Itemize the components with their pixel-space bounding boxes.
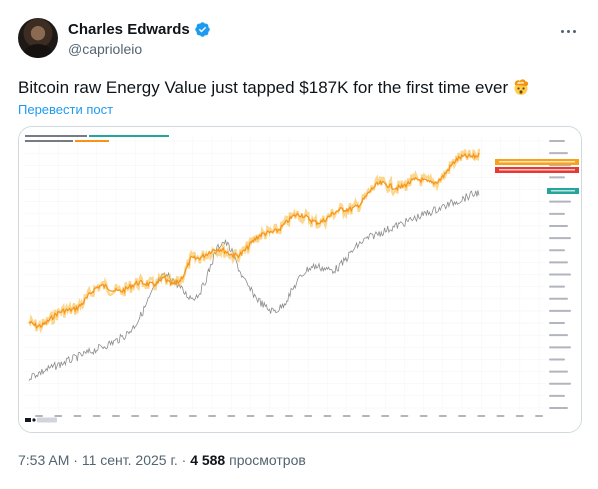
time-tick-label: [150, 415, 159, 417]
price-tick-label: [549, 261, 568, 264]
meta-separator-2: ·: [177, 452, 191, 468]
tweet-text: Bitcoin raw Energy Value just tapped $18…: [18, 77, 583, 99]
time-tick-label: [285, 415, 293, 417]
meta-separator: ·: [69, 452, 82, 468]
tweet-meta: 7:53 AM · 11 сент. 2025 г. · 4 588 просм…: [18, 452, 306, 468]
price-tick-label: [549, 358, 565, 361]
energy-value-tag-2-text: [499, 169, 575, 171]
time-tick-label: [323, 415, 332, 417]
price-tick-label: [549, 370, 568, 373]
price-tick-label: [549, 224, 568, 227]
price-tick-label: [549, 394, 565, 397]
price-tick-label: [549, 309, 571, 312]
legend-symbol-line: [25, 135, 87, 137]
time-tick-label: [304, 415, 313, 417]
verified-badge-icon: [194, 22, 210, 37]
time-tick-label: [73, 415, 82, 417]
price-tick-label: [549, 212, 565, 215]
time-tick-label: [35, 415, 43, 417]
tweet-date[interactable]: 11 сент. 2025 г.: [81, 452, 178, 468]
series-energy-value-line: [28, 152, 480, 329]
time-tick-label: [208, 415, 217, 417]
author-name-row: Charles Edwards: [68, 21, 211, 38]
chart-image: [19, 127, 581, 432]
price-tag-text: [551, 190, 575, 192]
price-tick-label: [549, 176, 565, 179]
exploding-head-emoji-icon: [514, 79, 529, 95]
legend-values-line: [89, 135, 169, 137]
time-tick-label: [54, 415, 63, 417]
translate-link[interactable]: Перевести пост: [18, 102, 114, 117]
price-tick-label: [549, 407, 568, 409]
time-tick-label: [265, 415, 274, 417]
time-tick-label: [246, 415, 255, 417]
price-tick-label: [549, 346, 571, 349]
chart-price-axis: [546, 137, 580, 412]
chart-grid: [25, 137, 545, 412]
price-tick-label: [549, 322, 565, 325]
more-options-icon[interactable]: [557, 24, 579, 38]
time-tick-label: [92, 415, 101, 417]
views-count: 4 588: [190, 452, 226, 468]
price-tick-label: [549, 249, 565, 252]
time-tick-label: [131, 415, 140, 417]
price-tick-label: [549, 382, 571, 385]
time-tick-label: [458, 415, 467, 417]
time-tick-label: [477, 415, 486, 417]
tweet-header: Charles Edwards @caprioleio: [18, 18, 583, 62]
time-tick-label: [419, 415, 428, 417]
legend-indicator-line: [25, 140, 73, 142]
time-tick-label: [342, 415, 351, 417]
price-tick-label: [549, 285, 565, 288]
time-tick-label: [111, 415, 120, 417]
views-label: просмотров: [229, 452, 306, 468]
price-tick-label: [549, 237, 571, 240]
chart-legend: [25, 135, 169, 142]
time-tick-label: [400, 415, 409, 417]
price-tick-label: [549, 297, 568, 300]
time-tick-label: [169, 415, 178, 417]
tradingview-logo-icon: [25, 417, 57, 423]
time-tick-label: [227, 415, 236, 417]
tweet-media-chart[interactable]: [18, 126, 582, 433]
time-tick-label: [535, 415, 543, 417]
time-tick-label: [438, 415, 447, 417]
tweet-time[interactable]: 7:53 AM: [18, 452, 70, 468]
price-tick-label: [549, 152, 568, 155]
time-tick-label: [188, 415, 197, 417]
chart-time-axis: [35, 415, 543, 417]
author-name[interactable]: Charles Edwards: [68, 21, 190, 38]
energy-value-tag-text: [499, 161, 575, 163]
price-tick-label: [549, 273, 571, 276]
author-handle[interactable]: @caprioleio: [68, 41, 143, 57]
legend-indicator-values: [75, 140, 109, 142]
series-price-line: [28, 190, 480, 381]
chart-value-tags: [495, 159, 579, 194]
price-tick-label: [549, 140, 565, 142]
price-tick-label: [549, 334, 568, 337]
time-tick-label: [381, 415, 390, 417]
price-tick-label: [549, 200, 571, 203]
time-tick-label: [496, 415, 505, 417]
time-tick-label: [515, 415, 524, 417]
time-tick-label: [361, 415, 370, 417]
avatar[interactable]: [18, 18, 58, 58]
tweet-body: Bitcoin raw Energy Value just tapped $18…: [18, 78, 509, 97]
